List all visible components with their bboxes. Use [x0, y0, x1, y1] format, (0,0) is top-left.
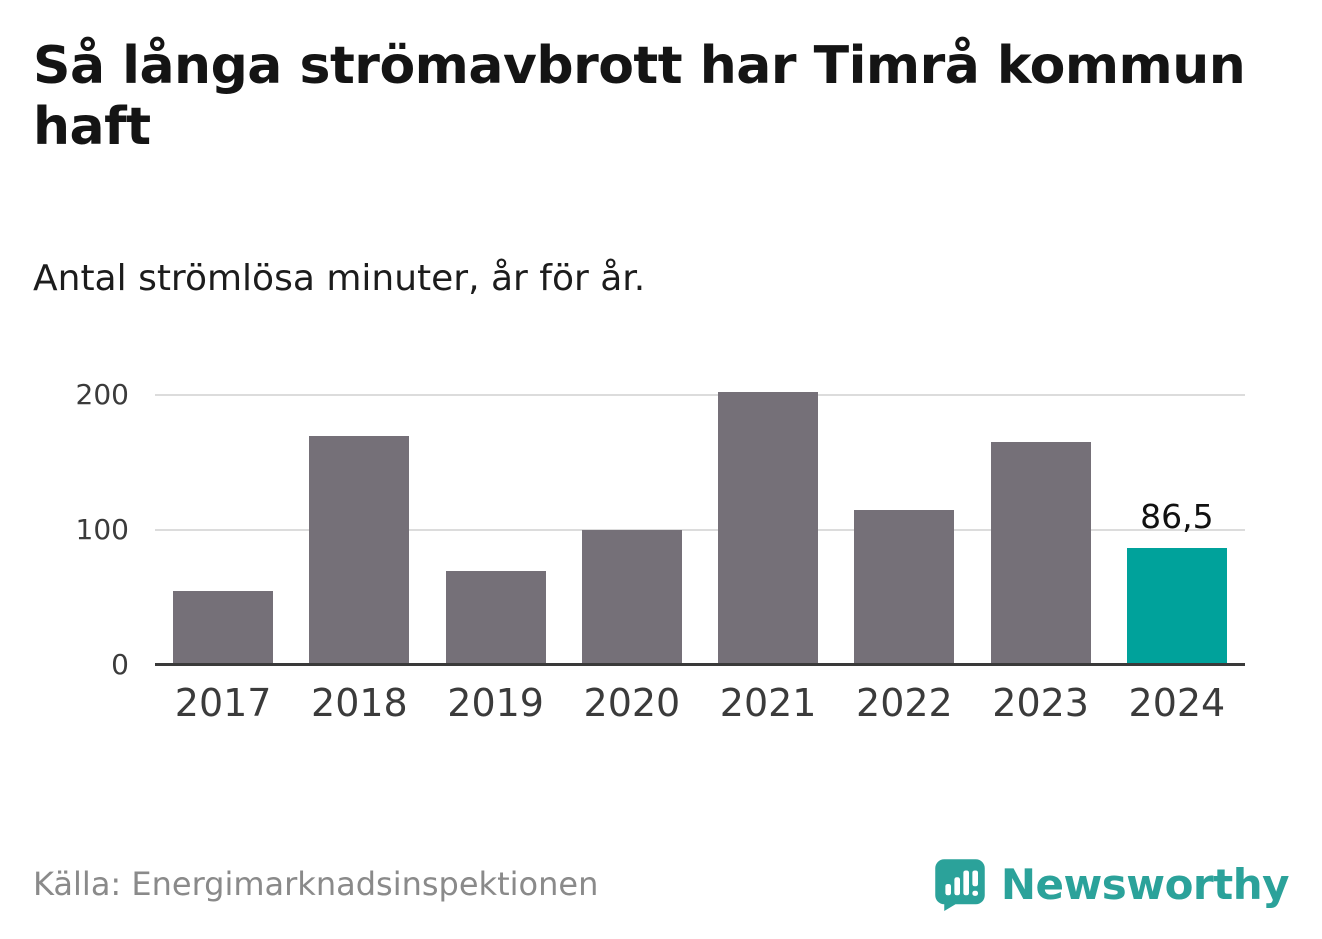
- x-tick-label: 2019: [447, 681, 544, 725]
- bar-slot: [155, 395, 291, 665]
- bar-slot: [428, 395, 564, 665]
- x-axis-labels: 2017 2018 2019 2020 2021 2022 2023 2024: [155, 681, 1245, 725]
- bar-slot: [973, 395, 1109, 665]
- x-tick-label: 2021: [719, 681, 817, 725]
- x-axis-line: [155, 663, 1245, 666]
- bar-2018[interactable]: [309, 435, 410, 665]
- y-tick-label: 200: [75, 378, 129, 411]
- x-tick-label: 2020: [583, 681, 681, 725]
- bar-2024[interactable]: [1126, 548, 1227, 665]
- bars: 86,5: [155, 392, 1245, 665]
- bar-2020[interactable]: [581, 530, 682, 665]
- y-tick-label: 0: [111, 648, 129, 681]
- bar-2017[interactable]: [173, 590, 274, 665]
- bar-slot: [564, 395, 700, 665]
- footer: Källa: Energimarknadsinspektionen Newswo…: [33, 857, 1290, 911]
- bar-value-label: 86,5: [1140, 497, 1214, 537]
- bar-slot: [836, 395, 972, 665]
- bar-slot: [700, 392, 836, 665]
- bar-slot: [291, 395, 427, 665]
- chart-title: Så långa strömavbrott har Timrå kommun h…: [33, 36, 1246, 158]
- bar-2019[interactable]: [445, 570, 546, 665]
- x-tick-label: 2017: [174, 681, 272, 725]
- newsworthy-wordmark: Newsworthy: [1000, 859, 1290, 909]
- x-tick-label: 2018: [311, 681, 408, 725]
- bar-chart: 0 100 200 86,5 2017 2018 2019 2020 2021 2022 202…: [33, 381, 1245, 725]
- x-tick-label: 2022: [856, 681, 953, 725]
- newsworthy-icon: [933, 857, 987, 911]
- x-tick-label: 2023: [992, 681, 1089, 725]
- bar-2023[interactable]: [990, 442, 1091, 665]
- chart-subtitle: Antal strömlösa minuter, år för år.: [33, 258, 646, 299]
- gridline: [155, 529, 1245, 531]
- plot-area: 86,5: [155, 392, 1245, 666]
- bar-2021[interactable]: [718, 392, 819, 665]
- bar-2022[interactable]: [854, 509, 955, 665]
- gridline: [155, 394, 1245, 396]
- source-text: Källa: Energimarknadsinspektionen: [33, 865, 599, 903]
- plot-row: 0 100 200 86,5: [33, 381, 1245, 679]
- y-tick-label: 100: [75, 513, 129, 546]
- bar-slot: 86,5: [1109, 395, 1245, 665]
- y-axis: 0 100 200: [33, 381, 155, 679]
- x-tick-label: 2024: [1128, 681, 1226, 725]
- newsworthy-logo: Newsworthy: [933, 857, 1290, 911]
